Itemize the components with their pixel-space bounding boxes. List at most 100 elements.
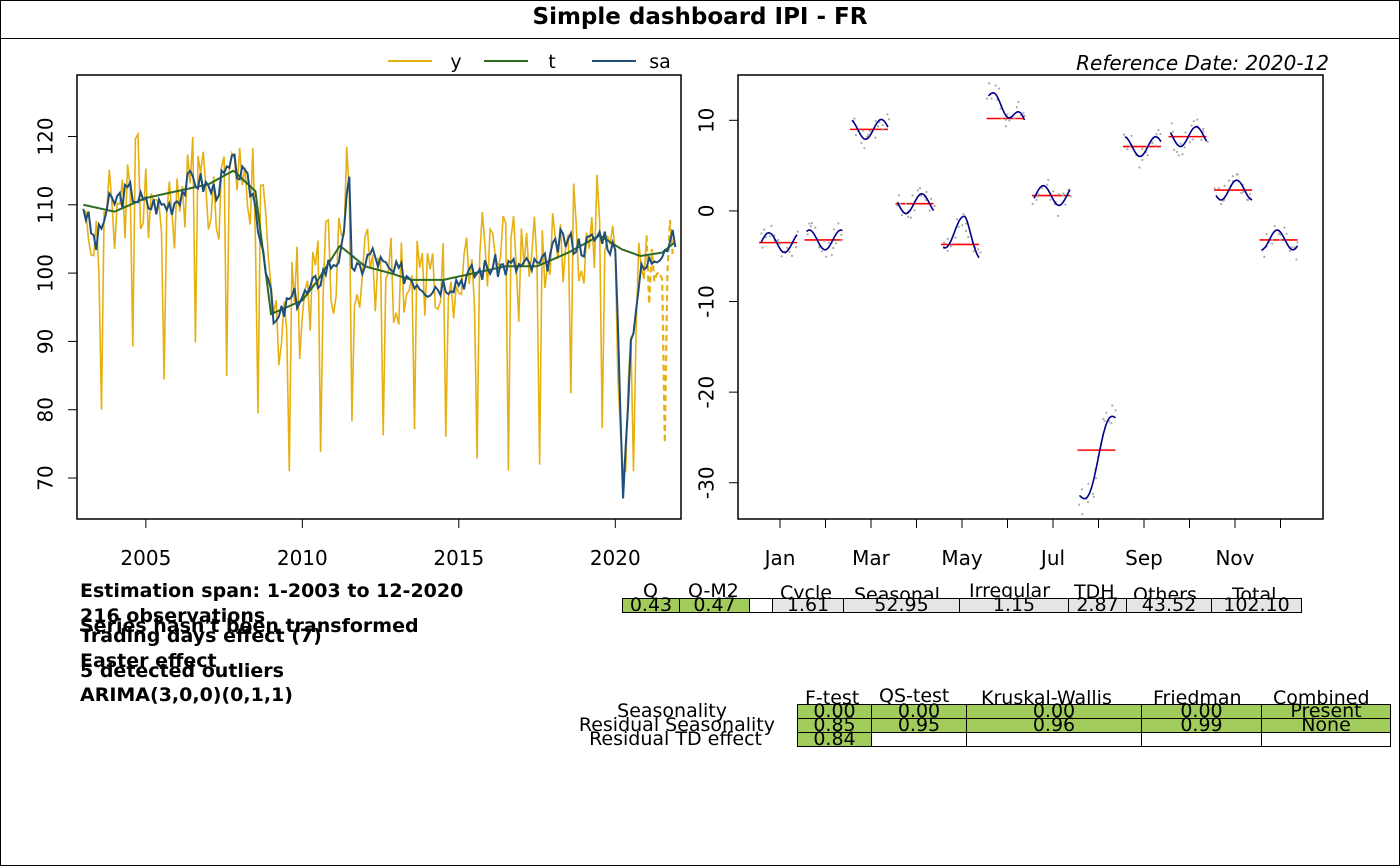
series-sa-line — [82, 153, 677, 499]
irregular-point — [1123, 133, 1126, 136]
irregular-point — [833, 228, 836, 231]
irregular-point — [1191, 138, 1194, 141]
x-tick-label: Mar — [852, 546, 891, 570]
irregular-point — [946, 249, 949, 252]
x-tick-label: 2020 — [590, 546, 641, 570]
irregular-point — [814, 226, 817, 229]
irregular-point — [1046, 183, 1049, 186]
irregular-point — [1078, 503, 1081, 506]
header-friedman: Friedman — [1153, 687, 1242, 709]
irregular-point — [777, 238, 780, 242]
cell: 0.00 — [797, 702, 872, 721]
irregular-point — [957, 225, 960, 228]
chart-plot-area — [82, 131, 677, 499]
irregular-point — [1188, 141, 1191, 144]
info-easter: Easter effect — [80, 650, 217, 672]
irregular-point — [1223, 184, 1226, 187]
seasonal-factor-line — [760, 231, 798, 254]
irregular-point — [809, 225, 812, 228]
chart-axes: 2005 2010 2015 2020 70 80 90 100 110 120 — [34, 74, 682, 570]
irregular-point — [1181, 153, 1184, 156]
time-series-chart: y t sa 2005 2010 2015 2020 70 80 90 100 110 120 — [34, 51, 682, 570]
irregular-point — [1285, 232, 1288, 235]
irregular-point — [832, 246, 835, 250]
irregular-point — [1263, 255, 1266, 258]
irregular-point — [1206, 140, 1209, 144]
irregular-point — [825, 255, 828, 258]
seasonal-factor-line — [1078, 415, 1116, 500]
irregular-point — [1094, 477, 1098, 480]
irregular-point — [868, 129, 871, 133]
irregular-point — [853, 117, 856, 120]
irregular-point — [840, 233, 843, 236]
cell: 0.96 — [966, 716, 1142, 735]
irregular-point — [1040, 187, 1043, 190]
x-tick-label: 2010 — [277, 546, 328, 570]
irregular-point — [765, 236, 768, 239]
irregular-point — [994, 84, 997, 87]
irregular-point — [763, 228, 766, 231]
y-tick-label: 70 — [34, 465, 58, 490]
irregular-point — [874, 119, 877, 123]
irregular-point — [823, 240, 826, 243]
irregular-point — [881, 128, 884, 131]
irregular-point — [1092, 495, 1095, 498]
irregular-point — [1114, 409, 1117, 412]
irregular-point — [1022, 111, 1025, 114]
header-tdh: TDH — [1074, 581, 1115, 603]
row-label-residual-td: Residual TD effect — [589, 728, 762, 750]
irregular-point — [866, 135, 869, 138]
irregular-point — [1220, 203, 1223, 206]
cell: None — [1261, 716, 1391, 735]
irregular-point — [990, 97, 993, 100]
irregular-point — [1008, 119, 1011, 122]
chart-plot-area — [759, 82, 1299, 516]
page-title: Simple dashboard IPI - FR — [532, 4, 868, 30]
irregular-point — [867, 133, 870, 136]
irregular-point — [928, 209, 931, 212]
irregular-point — [1036, 195, 1039, 198]
x-tick-label: 2015 — [433, 546, 484, 570]
irregular-point — [909, 216, 913, 219]
irregular-point — [860, 141, 863, 144]
irregular-point — [1283, 226, 1286, 229]
seasonal-irregular-chart: Reference Date: 2020-12 -30 -20 -10 0 10 Jan M… — [695, 51, 1330, 570]
irregular-point — [1015, 106, 1019, 109]
info-estimation-span: Estimation span: 1-2003 to 12-2020 — [80, 580, 464, 602]
irregular-point — [1004, 118, 1007, 121]
irregular-point — [1111, 404, 1114, 407]
irregular-point — [810, 222, 814, 225]
irregular-point — [900, 213, 904, 217]
irregular-point — [961, 224, 964, 227]
legend-label-sa: sa — [649, 51, 671, 73]
irregular-point — [896, 204, 899, 207]
irregular-point — [837, 222, 840, 225]
irregular-point — [863, 147, 866, 150]
irregular-point — [1271, 242, 1274, 245]
y-tick-label: 120 — [34, 117, 58, 155]
irregular-point — [1190, 124, 1193, 127]
irregular-point — [998, 87, 1001, 90]
cell — [966, 732, 1142, 747]
cell: 0.00 — [871, 702, 967, 721]
irregular-point — [897, 194, 901, 197]
cell — [1261, 732, 1391, 747]
irregular-point — [1154, 144, 1157, 147]
cell-q: 0.43 — [622, 596, 680, 615]
irregular-point — [1138, 166, 1141, 169]
plot-frame — [737, 74, 1324, 520]
seasonal-factor-line — [1169, 125, 1208, 148]
header-q: Q — [643, 580, 658, 602]
irregular-point — [834, 242, 838, 245]
table-row: 0.84 — [797, 730, 1391, 749]
irregular-point — [1037, 193, 1040, 196]
seasonal-factor-line — [1261, 229, 1299, 251]
irregular-point — [887, 118, 891, 121]
irregular-point — [820, 250, 823, 253]
irregular-point — [925, 190, 928, 194]
irregular-point — [1246, 198, 1249, 201]
irregular-point — [1105, 411, 1108, 414]
irregular-point — [1271, 238, 1274, 241]
header-qstest: QS-test — [879, 685, 950, 707]
cell-irregular: 1.15 — [959, 596, 1069, 615]
